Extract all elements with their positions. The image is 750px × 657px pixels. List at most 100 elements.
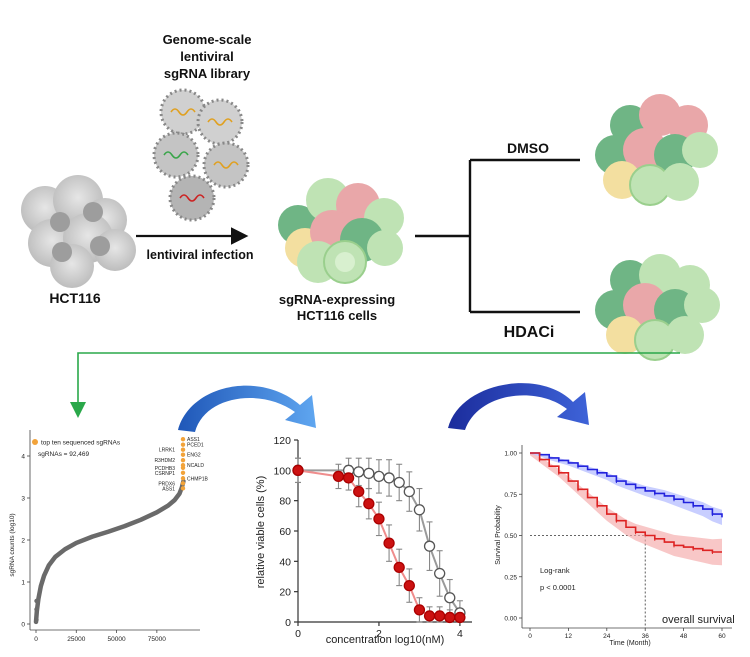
chart1-top-gene-label: PRDX6 [158, 481, 175, 487]
chart1-xtick-label: 75000 [148, 636, 166, 643]
chart2-point-open [434, 567, 446, 580]
chart1-top-gene-label: NCALD [187, 463, 204, 469]
hct116-cell-cluster [21, 175, 136, 288]
chart1-top-gene-label: R3HDM2 [154, 458, 175, 464]
chart2-ytick-label: 100 [273, 465, 291, 477]
chart1-top-gene-point [180, 458, 186, 463]
sgrna-expressing-cell-cluster [278, 178, 404, 284]
chart1-top-gene-point [180, 476, 186, 481]
chart2-point-filled [393, 561, 405, 574]
chart3-xtick-label: 12 [565, 633, 573, 640]
chart2-ytick-label: 20 [279, 587, 291, 599]
chart3-xtick-label: 36 [642, 633, 650, 640]
chart1-top-gene-label: LRRK1 [159, 448, 175, 454]
chart1-ytick-label: 0 [21, 622, 25, 629]
library-label-line-3: sgRNA library [163, 66, 251, 81]
hdaci-label: HDACi [503, 324, 555, 341]
chart1-point [34, 598, 39, 604]
chart2-point-filled [342, 472, 355, 484]
chart1-top-gene-label: CHMP1B [187, 476, 209, 482]
chart2-ytick-label: 80 [279, 496, 291, 508]
chart1-point [34, 607, 39, 612]
chart1-top-gene-point [180, 481, 186, 486]
chart2-xlabel: concentration log10(nM) [326, 634, 445, 646]
chart1-top-gene-point [180, 465, 186, 470]
chart1-top-gene-point [180, 452, 186, 457]
chart3-ytick-label: 0.50 [504, 533, 517, 540]
chart2-point-filled [332, 470, 345, 483]
curved-arrow-left [178, 385, 316, 432]
treatment-branch-lines [415, 158, 580, 314]
chart2-point-open [353, 466, 365, 478]
chart2-xtick-label: 2 [376, 628, 382, 640]
chart1-ytick-label: 3 [21, 496, 25, 503]
chart1-xtick-label: 50000 [108, 636, 126, 643]
chart1-top-gene-point [180, 437, 186, 442]
chart3-annotation-1: Log-rank [540, 566, 570, 575]
chart1-top-gene-label: ASS1 [162, 486, 175, 492]
chart3-xtick-label: 24 [603, 633, 611, 640]
chart2-point-filled [444, 611, 456, 624]
chart1-top-gene-label: PCED1 [187, 443, 204, 449]
chart2-point-filled [434, 610, 446, 622]
chart2-xtick-label: 4 [457, 628, 463, 640]
chart3-ytick-label: 0.25 [504, 574, 517, 581]
chart1-ranked-curve [33, 478, 186, 625]
chart2-point-open [413, 504, 426, 516]
chart3-xtick-label: 60 [718, 633, 726, 640]
chart2-point-open [373, 470, 385, 483]
chart1-xtick-label: 0 [34, 636, 38, 643]
chart1-xtick-label: 25000 [67, 636, 85, 643]
chart3-band-high [530, 453, 722, 525]
chart3-curve-high [530, 452, 723, 518]
chart1-legend: top ten sequenced sgRNAs [41, 440, 121, 447]
chart3-ytick-label: 1.00 [504, 451, 517, 458]
library-label-line-1: Genome-scale [162, 32, 252, 47]
chart3-caption: overall survival [662, 614, 735, 626]
chart1-ytick-label: 4 [21, 454, 25, 461]
chart3-annotation-2: p < 0.0001 [540, 583, 576, 592]
infection-label: lentiviral infection [146, 248, 254, 262]
chart2-point-open [444, 592, 456, 604]
lentiviral-library-virions [152, 88, 250, 222]
chart1-top-gene-label: PCDHB3 [155, 466, 176, 472]
chart3-curve-low [530, 452, 722, 553]
expressing-cells-line-1: sgRNA-expressing [278, 292, 396, 307]
survival-chart: Survival Probability Time (Month) Log-ra… [495, 445, 735, 647]
sgrna-count-chart: sgRNA counts (log10) top ten sequenced s… [9, 430, 209, 643]
chart3-xtick-label: 48 [680, 633, 688, 640]
chart1-axes [29, 430, 200, 631]
dose-response-chart: relative viable cells (%) concentration … [255, 435, 472, 646]
chart3-band-low [530, 453, 722, 566]
chart2-point-filled [383, 537, 395, 549]
library-label-line-2: lentiviral [180, 49, 234, 64]
chart1-top-gene-label: ASS1 [187, 437, 200, 443]
chart2-point-open [383, 472, 395, 484]
chart1-annotation: sgRNAs = 92,469 [38, 451, 90, 458]
chart1-point [34, 617, 39, 622]
chart1-top-gene-point [180, 447, 186, 452]
chart2-point-filled [454, 611, 466, 624]
chart3-ylabel: Survival Probability [495, 505, 502, 565]
chart2-ylabel: relative viable cells (%) [255, 476, 267, 588]
chart1-top-gene-point [180, 442, 186, 447]
chart3-axes [521, 445, 732, 629]
chart2-ytick-label: 40 [279, 556, 291, 568]
chart1-ytick-label: 1 [21, 580, 25, 587]
connector-arrow [70, 352, 680, 418]
expressing-cells-label: sgRNA-expressing HCT116 cells [262, 292, 412, 324]
chart1-top-gene-label: ENG2 [187, 453, 201, 459]
curved-arrow-right [448, 383, 589, 430]
chart1-top-gene-point [180, 470, 186, 475]
chart3-ytick-label: 0.75 [504, 492, 517, 499]
chart2-point-filled [363, 498, 375, 510]
chart2-point-open [393, 476, 405, 489]
chart2-xtick-label: 0 [295, 628, 301, 640]
hdaci-cell-cluster [595, 254, 720, 361]
chart2-point-filled [292, 464, 304, 476]
chart2-point-open [423, 540, 436, 552]
chart2-ytick-label: 60 [279, 526, 291, 538]
chart1-ylabel: sgRNA counts (log10) [9, 513, 16, 576]
chart2-point-filled [423, 610, 436, 622]
chart3-ytick-label: 0.00 [504, 616, 517, 623]
